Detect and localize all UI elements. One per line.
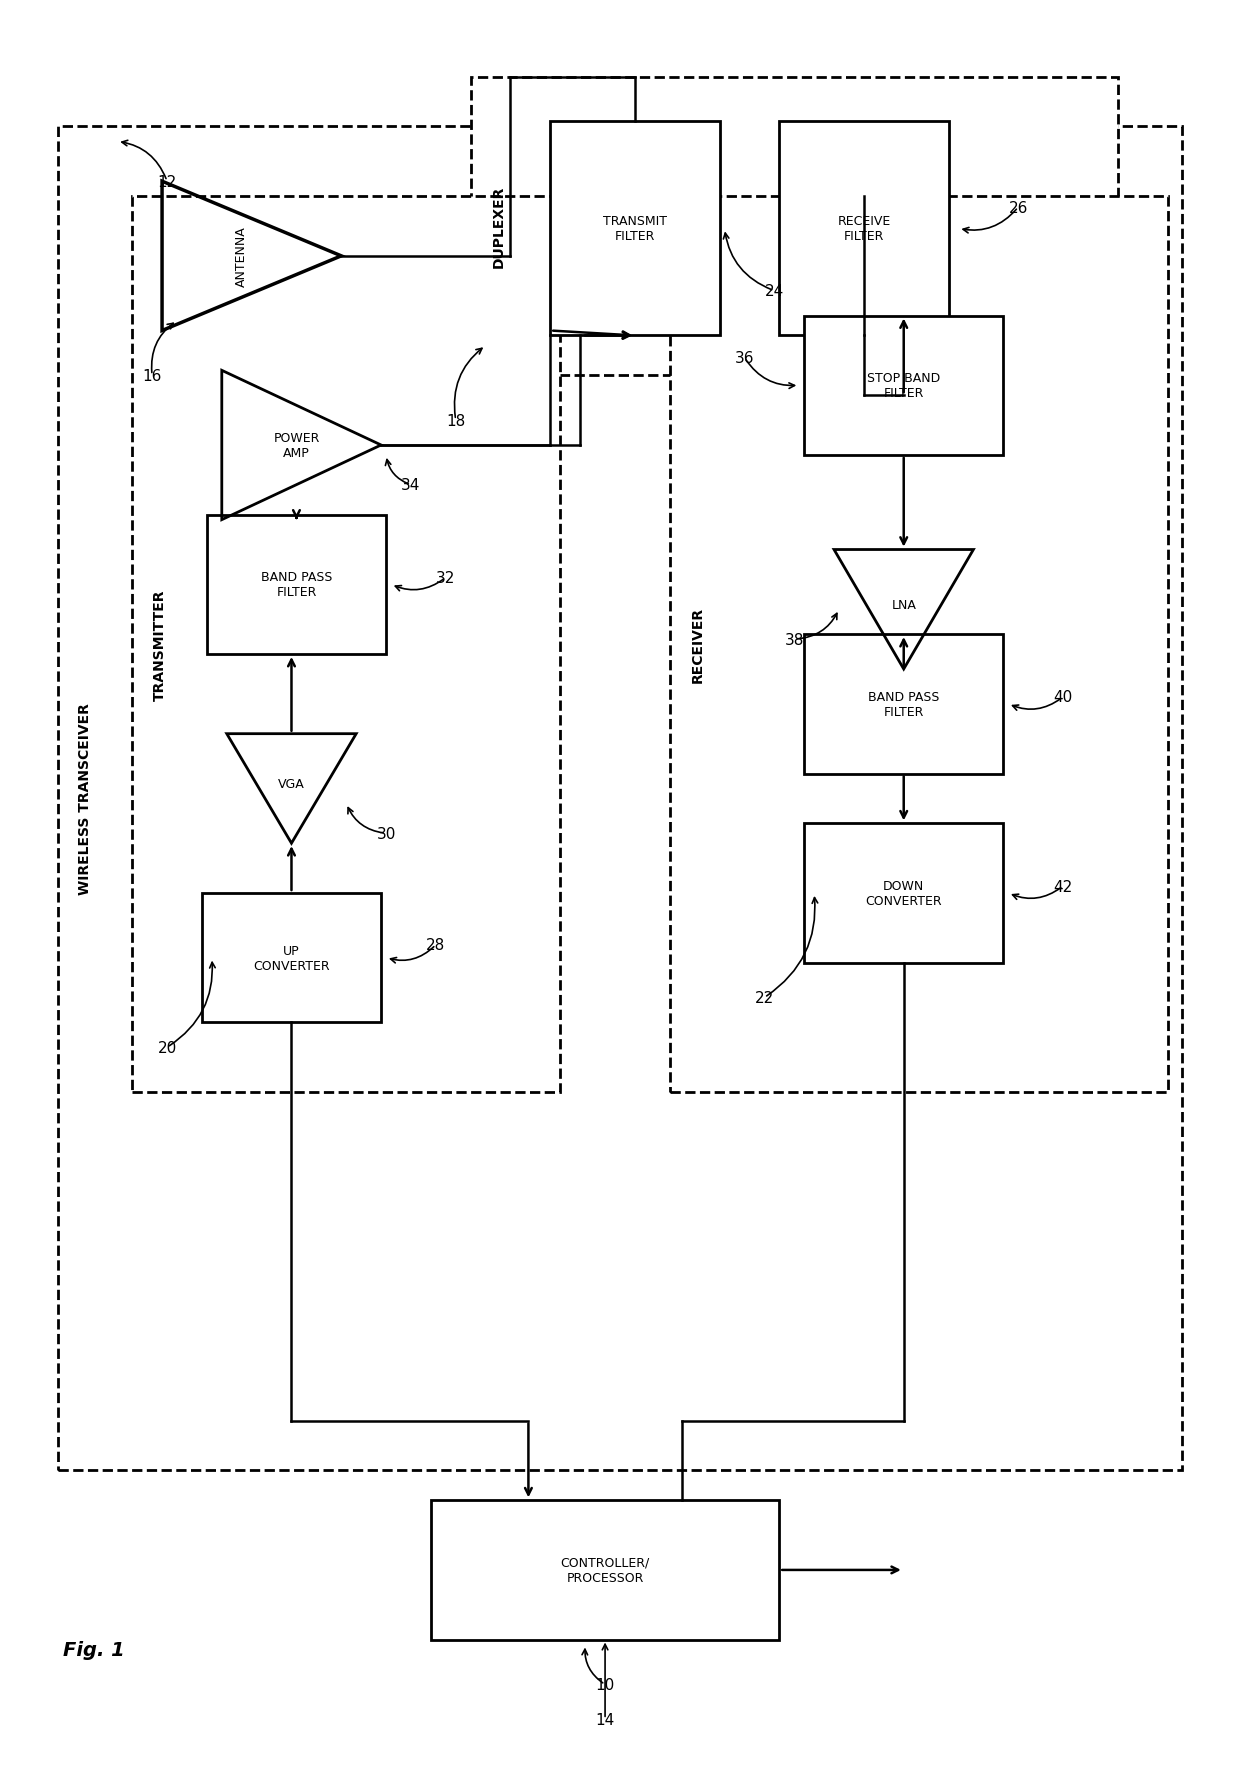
Bar <box>471 78 1117 376</box>
Text: RECEIVE
FILTER: RECEIVE FILTER <box>837 215 890 243</box>
Text: TRANSMIT
FILTER: TRANSMIT FILTER <box>603 215 667 243</box>
Text: 32: 32 <box>436 571 455 585</box>
Text: UP
CONVERTER: UP CONVERTER <box>253 945 330 972</box>
Bar <box>207 516 386 654</box>
Text: ANTENNA: ANTENNA <box>236 227 248 287</box>
Text: 42: 42 <box>1054 879 1073 894</box>
Bar <box>805 635 1003 775</box>
Text: 34: 34 <box>402 479 420 493</box>
Bar <box>202 894 381 1023</box>
Text: WIRELESS TRANSCEIVER: WIRELESS TRANSCEIVER <box>78 704 93 895</box>
Bar <box>551 122 719 337</box>
Bar <box>670 197 1168 1092</box>
Text: 10: 10 <box>595 1677 615 1691</box>
Text: 36: 36 <box>734 351 754 365</box>
Bar <box>430 1500 779 1640</box>
Text: TRANSMITTER: TRANSMITTER <box>153 589 167 700</box>
Text: DOWN
CONVERTER: DOWN CONVERTER <box>866 879 942 908</box>
Text: STOP BAND
FILTER: STOP BAND FILTER <box>867 372 940 401</box>
Bar <box>57 128 1183 1470</box>
Text: 28: 28 <box>427 938 445 952</box>
Text: 30: 30 <box>377 826 396 840</box>
Text: POWER
AMP: POWER AMP <box>273 433 320 459</box>
Bar <box>805 824 1003 963</box>
Text: VGA: VGA <box>278 778 305 791</box>
Text: 14: 14 <box>595 1711 615 1727</box>
Text: BAND PASS
FILTER: BAND PASS FILTER <box>868 690 940 718</box>
Text: 24: 24 <box>765 284 784 300</box>
Text: 18: 18 <box>446 413 465 429</box>
Text: 16: 16 <box>143 369 161 383</box>
Bar <box>805 316 1003 456</box>
Text: DUPLEXER: DUPLEXER <box>491 186 506 268</box>
Text: 12: 12 <box>157 174 176 190</box>
Bar <box>779 122 949 337</box>
Text: 22: 22 <box>755 991 774 1005</box>
Text: 26: 26 <box>1008 200 1028 216</box>
Text: 20: 20 <box>157 1041 176 1055</box>
Text: 38: 38 <box>785 633 804 647</box>
Text: CONTROLLER/
PROCESSOR: CONTROLLER/ PROCESSOR <box>560 1557 650 1583</box>
Text: Fig. 1: Fig. 1 <box>62 1640 124 1660</box>
Text: RECEIVER: RECEIVER <box>691 606 704 683</box>
Text: 40: 40 <box>1054 690 1073 706</box>
Bar <box>133 197 560 1092</box>
Text: BAND PASS
FILTER: BAND PASS FILTER <box>260 571 332 599</box>
Text: LNA: LNA <box>892 599 916 612</box>
